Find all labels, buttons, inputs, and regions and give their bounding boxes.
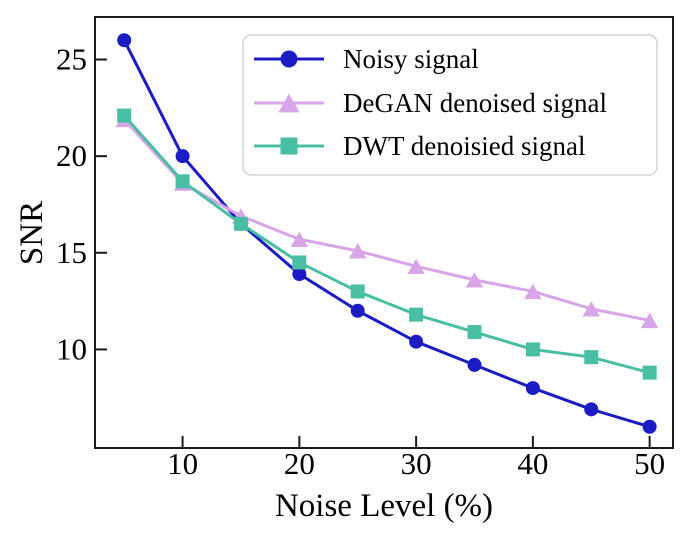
legend-marker-square xyxy=(280,137,298,155)
y-tick-label-15: 15 xyxy=(56,235,87,270)
marker-square-dwt-denoisied-signal xyxy=(350,284,365,299)
legend-label-noisy-signal: Noisy signal xyxy=(343,44,479,74)
legend-label-degan-denoised-signal: DeGAN denoised signal xyxy=(343,88,607,118)
marker-triangle-degan-denoised-signal xyxy=(407,258,425,275)
marker-triangle-degan-denoised-signal xyxy=(465,272,484,288)
legend-item-noisy-signal: Noisy signal xyxy=(254,44,479,74)
x-axis-label: Noise Level (%) xyxy=(275,488,493,524)
y-tick-label-25: 25 xyxy=(56,42,87,77)
marker-triangle-degan-denoised-signal xyxy=(348,243,367,259)
marker-square-dwt-denoisied-signal xyxy=(467,325,482,340)
marker-circle-noisy-signal xyxy=(117,33,132,48)
y-tick-label-10: 10 xyxy=(56,331,87,366)
marker-circle-noisy-signal xyxy=(642,419,657,434)
marker-triangle-degan-denoised-signal xyxy=(524,283,542,300)
x-tick-label-30: 30 xyxy=(401,446,432,481)
series-dwt-denoisied-signal xyxy=(117,108,657,380)
marker-square-dwt-denoisied-signal xyxy=(584,350,599,365)
marker-triangle-degan-denoised-signal xyxy=(582,301,601,317)
legend-item-dwt-denoisied-signal: DWT denoisied signal xyxy=(254,131,585,161)
marker-square-dwt-denoisied-signal xyxy=(292,255,307,270)
series-line-degan-denoised-signal xyxy=(123,118,650,322)
legend-marker-triangle xyxy=(278,93,300,113)
marker-square-dwt-denoisied-signal xyxy=(525,342,540,357)
marker-circle-noisy-signal xyxy=(584,402,599,417)
marker-circle-noisy-signal xyxy=(175,149,190,164)
x-tick-label-20: 20 xyxy=(284,446,315,481)
marker-square-dwt-denoisied-signal xyxy=(175,174,190,189)
legend-label-dwt-denoisied-signal: DWT denoisied signal xyxy=(343,131,585,161)
marker-triangle-degan-denoised-signal xyxy=(290,231,309,247)
legend-box xyxy=(242,34,658,176)
marker-circle-noisy-signal xyxy=(525,381,540,396)
marker-square-dwt-denoisied-signal xyxy=(642,365,657,380)
legend: Noisy signal DeGAN denoised signal DWT den… xyxy=(242,34,658,176)
marker-square-dwt-denoisied-signal xyxy=(117,108,132,123)
marker-circle-noisy-signal xyxy=(409,334,424,349)
x-tick-label-10: 10 xyxy=(167,446,198,481)
marker-square-dwt-denoisied-signal xyxy=(233,216,248,231)
y-tick-label-20: 20 xyxy=(56,138,87,173)
series-line-dwt-denoisied-signal xyxy=(123,114,651,375)
marker-square-dwt-denoisied-signal xyxy=(409,307,424,322)
marker-circle-noisy-signal xyxy=(350,303,365,318)
plot-frame xyxy=(94,16,674,449)
marker-circle-noisy-signal xyxy=(467,357,482,372)
legend-marker-circle xyxy=(280,50,298,68)
x-tick-label-50: 50 xyxy=(634,446,665,481)
series-line-noisy-signal xyxy=(122,39,651,429)
marker-circle-noisy-signal xyxy=(292,267,307,282)
x-tick-label-40: 40 xyxy=(517,446,548,481)
marker-triangle-degan-denoised-signal xyxy=(640,312,659,329)
y-axis-label: SNR xyxy=(14,201,50,265)
legend-item-degan-denoised-signal: DeGAN denoised signal xyxy=(254,88,607,118)
